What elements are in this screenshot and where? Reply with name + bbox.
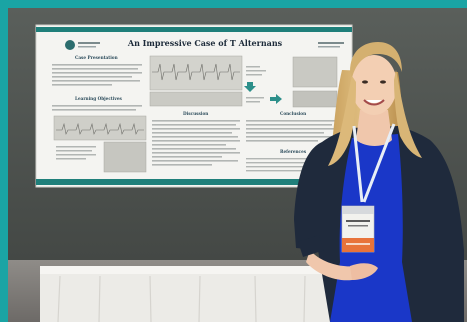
hands (306, 250, 360, 281)
poster-arrow (244, 82, 256, 92)
poster-ecg-image (149, 55, 243, 91)
poster-logo (65, 40, 75, 50)
poster-arrow (270, 94, 282, 104)
presenter (294, 42, 464, 322)
poster-section-references: References (280, 149, 307, 154)
table (40, 266, 356, 322)
poster-section-conclusion: Conclusion (280, 111, 307, 116)
lanyard (352, 123, 396, 203)
face (351, 55, 397, 115)
poster-section-learning-objectives: Learning Objectives (75, 96, 122, 101)
poster-section-case-presentation: Case Presentation (75, 55, 118, 60)
poster-ecg-image (53, 115, 147, 141)
neck (356, 110, 392, 146)
poster-section-discussion: Discussion (183, 111, 209, 116)
poster-title: An Impressive Case of T Alternans (127, 38, 283, 48)
